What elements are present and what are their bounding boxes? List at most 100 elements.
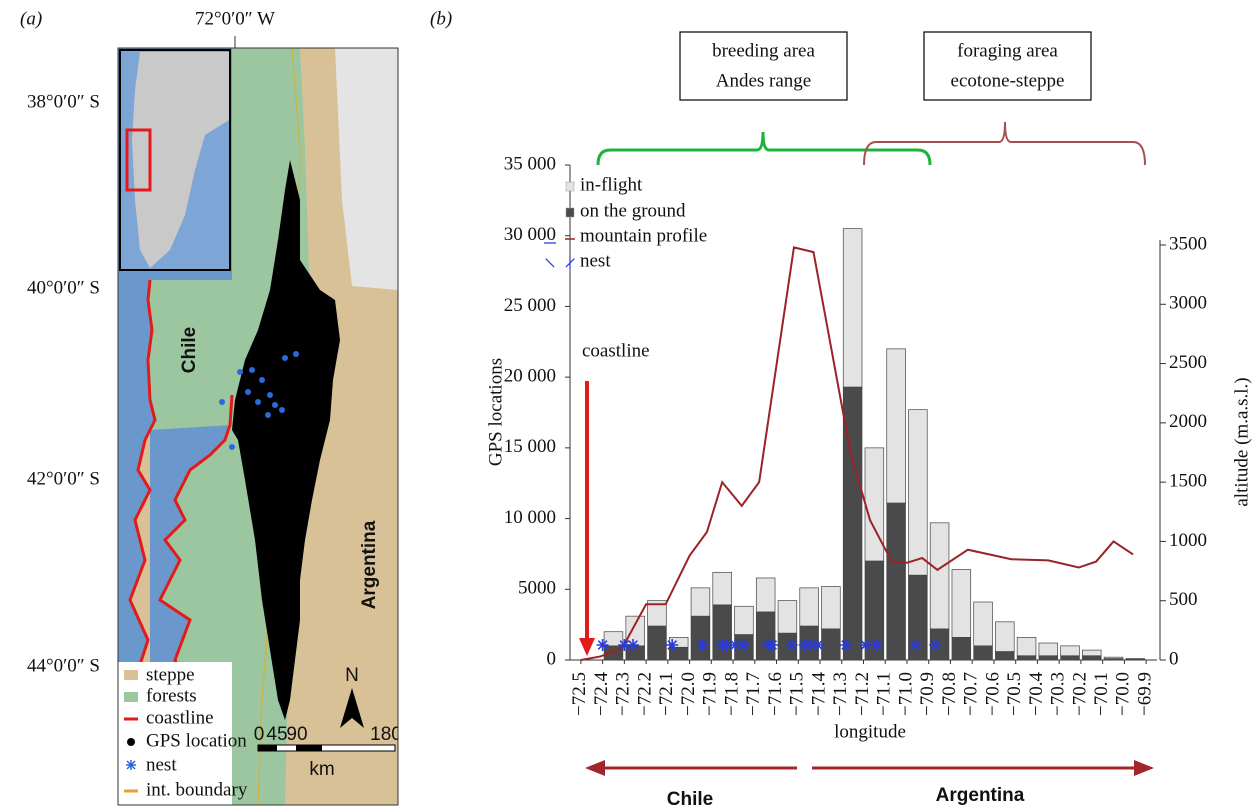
country-label: Chile xyxy=(667,789,713,810)
region-subtitle: Andes range xyxy=(716,70,812,91)
bar-segment xyxy=(822,629,841,660)
north-label: N xyxy=(345,665,359,686)
y2-tick-label: 2500 xyxy=(1169,352,1207,373)
region-title: foraging area xyxy=(957,40,1058,61)
legend-swatch xyxy=(566,208,574,217)
x-tick-label: −70.7 xyxy=(961,672,982,716)
bar-segment xyxy=(1104,657,1123,658)
legend-label: forests xyxy=(146,685,197,706)
x-tick-label: −71.6 xyxy=(765,672,786,716)
y-tick-label: 15 000 xyxy=(504,436,556,457)
bar-segment xyxy=(1017,637,1036,655)
bar-segment xyxy=(908,410,927,575)
x-tick-label: −70.0 xyxy=(1113,672,1134,716)
nest-marker xyxy=(597,639,609,651)
x-tick-label: −70.1 xyxy=(1091,672,1112,716)
bar-segment xyxy=(691,588,710,616)
y-tick-label: 0 xyxy=(547,648,557,669)
bar-segment xyxy=(1061,646,1080,656)
latitude-label: 44°0′0″ S xyxy=(27,655,100,676)
coastline-arrowhead xyxy=(579,638,595,656)
arrowhead xyxy=(585,760,605,776)
nest-marker xyxy=(666,639,678,651)
scale-label: 180 xyxy=(370,724,402,745)
x-tick-label: −72.5 xyxy=(569,672,590,716)
legend-label: in-flight xyxy=(580,174,643,195)
x-tick-label: −72.0 xyxy=(678,672,699,716)
country-label: Chile xyxy=(179,327,200,373)
bar-segment xyxy=(930,523,949,629)
chart: (b) GPS locations altitude (m.a.s.l.) lo… xyxy=(430,8,1252,810)
legend-label: coastline xyxy=(146,707,214,728)
legend-label: steppe xyxy=(146,664,195,685)
legend-label: mountain profile xyxy=(580,225,707,246)
x-tick-label: −71.5 xyxy=(787,672,808,716)
scale-label: 0 xyxy=(254,724,265,745)
y2-tick-label: 0 xyxy=(1169,648,1179,669)
y-tick-label: 30 000 xyxy=(504,224,556,245)
figure: (a) 72°0′0″ W 38°0′0″ S 40°0′0″ S 42°0′0… xyxy=(0,0,1257,811)
x-tick-label: −71.8 xyxy=(721,672,742,716)
legend-label: nest xyxy=(146,754,177,775)
legend-label: int. boundary xyxy=(146,779,248,800)
bar-segment xyxy=(713,572,732,605)
bar-segment xyxy=(691,616,710,660)
x-tick-label: −70.9 xyxy=(917,672,938,716)
nest-marker xyxy=(738,639,750,651)
nest-marker xyxy=(871,639,883,651)
x-tick-label: −72.2 xyxy=(634,672,655,716)
x-tick-label: −70.2 xyxy=(1069,672,1090,716)
x-tick-label: −71.1 xyxy=(874,672,895,716)
bar-segment xyxy=(1126,659,1145,660)
bar-segment xyxy=(822,586,841,628)
y-tick-label: 20 000 xyxy=(504,366,556,387)
x-tick-label: −71.3 xyxy=(830,672,851,716)
y-tick-label: 10 000 xyxy=(504,507,556,528)
bar-segment xyxy=(995,652,1014,660)
x-tick-label: −70.3 xyxy=(1048,672,1069,716)
bar-segment xyxy=(974,646,993,660)
bar-segment xyxy=(713,605,732,660)
y2-tick-label: 3000 xyxy=(1169,293,1207,314)
x-tick-label: −71.7 xyxy=(743,672,764,716)
nest-marker xyxy=(910,639,922,651)
country-label: Argentina xyxy=(359,520,380,609)
bar-segment xyxy=(995,622,1014,652)
x-tick-label: −70.4 xyxy=(1026,672,1047,716)
legend-label: nest xyxy=(580,250,611,271)
panel-label: (b) xyxy=(430,8,452,29)
nest-marker xyxy=(697,639,709,651)
page: {"panel_a": {"label": "(a)", "lon_label"… xyxy=(0,0,1257,811)
bar-segment xyxy=(1039,656,1058,660)
x-tick-label: −72.3 xyxy=(613,672,634,716)
y2-tick-label: 2000 xyxy=(1169,411,1207,432)
x-tick-label: −71.2 xyxy=(852,672,873,716)
scale-bar xyxy=(258,745,395,751)
nest-marker xyxy=(860,639,872,651)
region-bracket xyxy=(598,132,930,165)
bar-segment xyxy=(887,349,906,503)
latitude-label: 40°0′0″ S xyxy=(27,277,100,298)
bar-segment xyxy=(887,503,906,660)
region-bracket xyxy=(864,122,1145,165)
bar-segment xyxy=(1017,656,1036,660)
bar-segment xyxy=(1061,656,1080,660)
bar-segment xyxy=(1082,650,1101,656)
y2-axis-label: altitude (m.a.s.l.) xyxy=(1231,377,1252,506)
nest-marker xyxy=(766,639,778,651)
nest-marker xyxy=(929,639,941,651)
x-tick-label: −71.0 xyxy=(895,672,916,716)
bar-segment xyxy=(800,588,819,626)
y-tick-label: 5000 xyxy=(518,578,556,599)
arrow-label: coastline xyxy=(582,340,650,361)
x-axis-label: longitude xyxy=(834,721,906,742)
bar-segment xyxy=(648,626,667,660)
bar-segment xyxy=(952,569,971,637)
y-tick-label: 25 000 xyxy=(504,295,556,316)
nest-marker xyxy=(786,639,798,651)
latitude-label: 38°0′0″ S xyxy=(27,91,100,112)
nest-marker xyxy=(812,639,824,651)
x-tick-label: −71.4 xyxy=(808,672,829,716)
arrowhead xyxy=(1134,760,1154,776)
bar-segment xyxy=(604,632,623,646)
